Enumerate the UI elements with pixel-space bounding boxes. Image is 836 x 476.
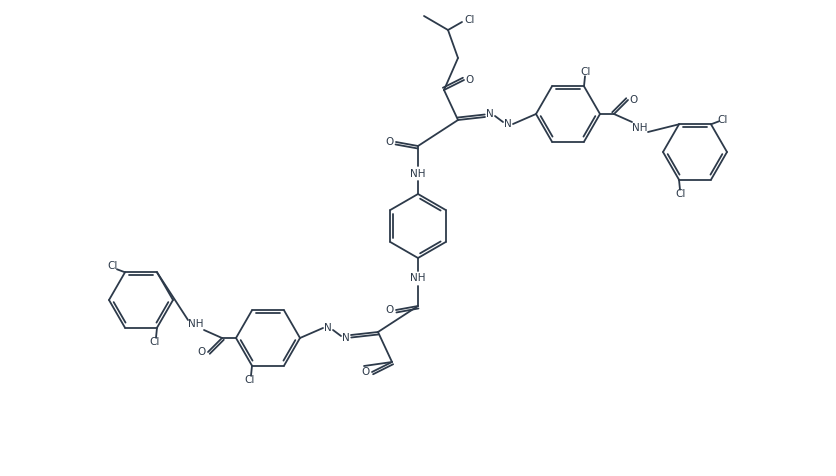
Text: Cl: Cl: [244, 375, 255, 385]
Text: N: N: [486, 109, 493, 119]
Text: N: N: [324, 323, 332, 333]
Text: O: O: [197, 347, 206, 357]
Text: Cl: Cl: [108, 261, 118, 271]
Text: Cl: Cl: [717, 115, 727, 125]
Text: O: O: [466, 75, 473, 85]
Text: Cl: Cl: [464, 15, 475, 25]
Text: NH: NH: [410, 273, 426, 283]
Text: O: O: [385, 305, 394, 315]
Text: O: O: [361, 367, 370, 377]
Text: N: N: [342, 333, 349, 343]
Text: Cl: Cl: [150, 337, 160, 347]
Text: NH: NH: [410, 169, 426, 179]
Text: O: O: [630, 95, 637, 105]
Text: O: O: [385, 137, 394, 147]
Text: N: N: [503, 119, 512, 129]
Text: NH: NH: [188, 319, 203, 329]
Text: Cl: Cl: [580, 67, 590, 77]
Text: Cl: Cl: [675, 188, 686, 198]
Text: NH: NH: [631, 123, 647, 133]
